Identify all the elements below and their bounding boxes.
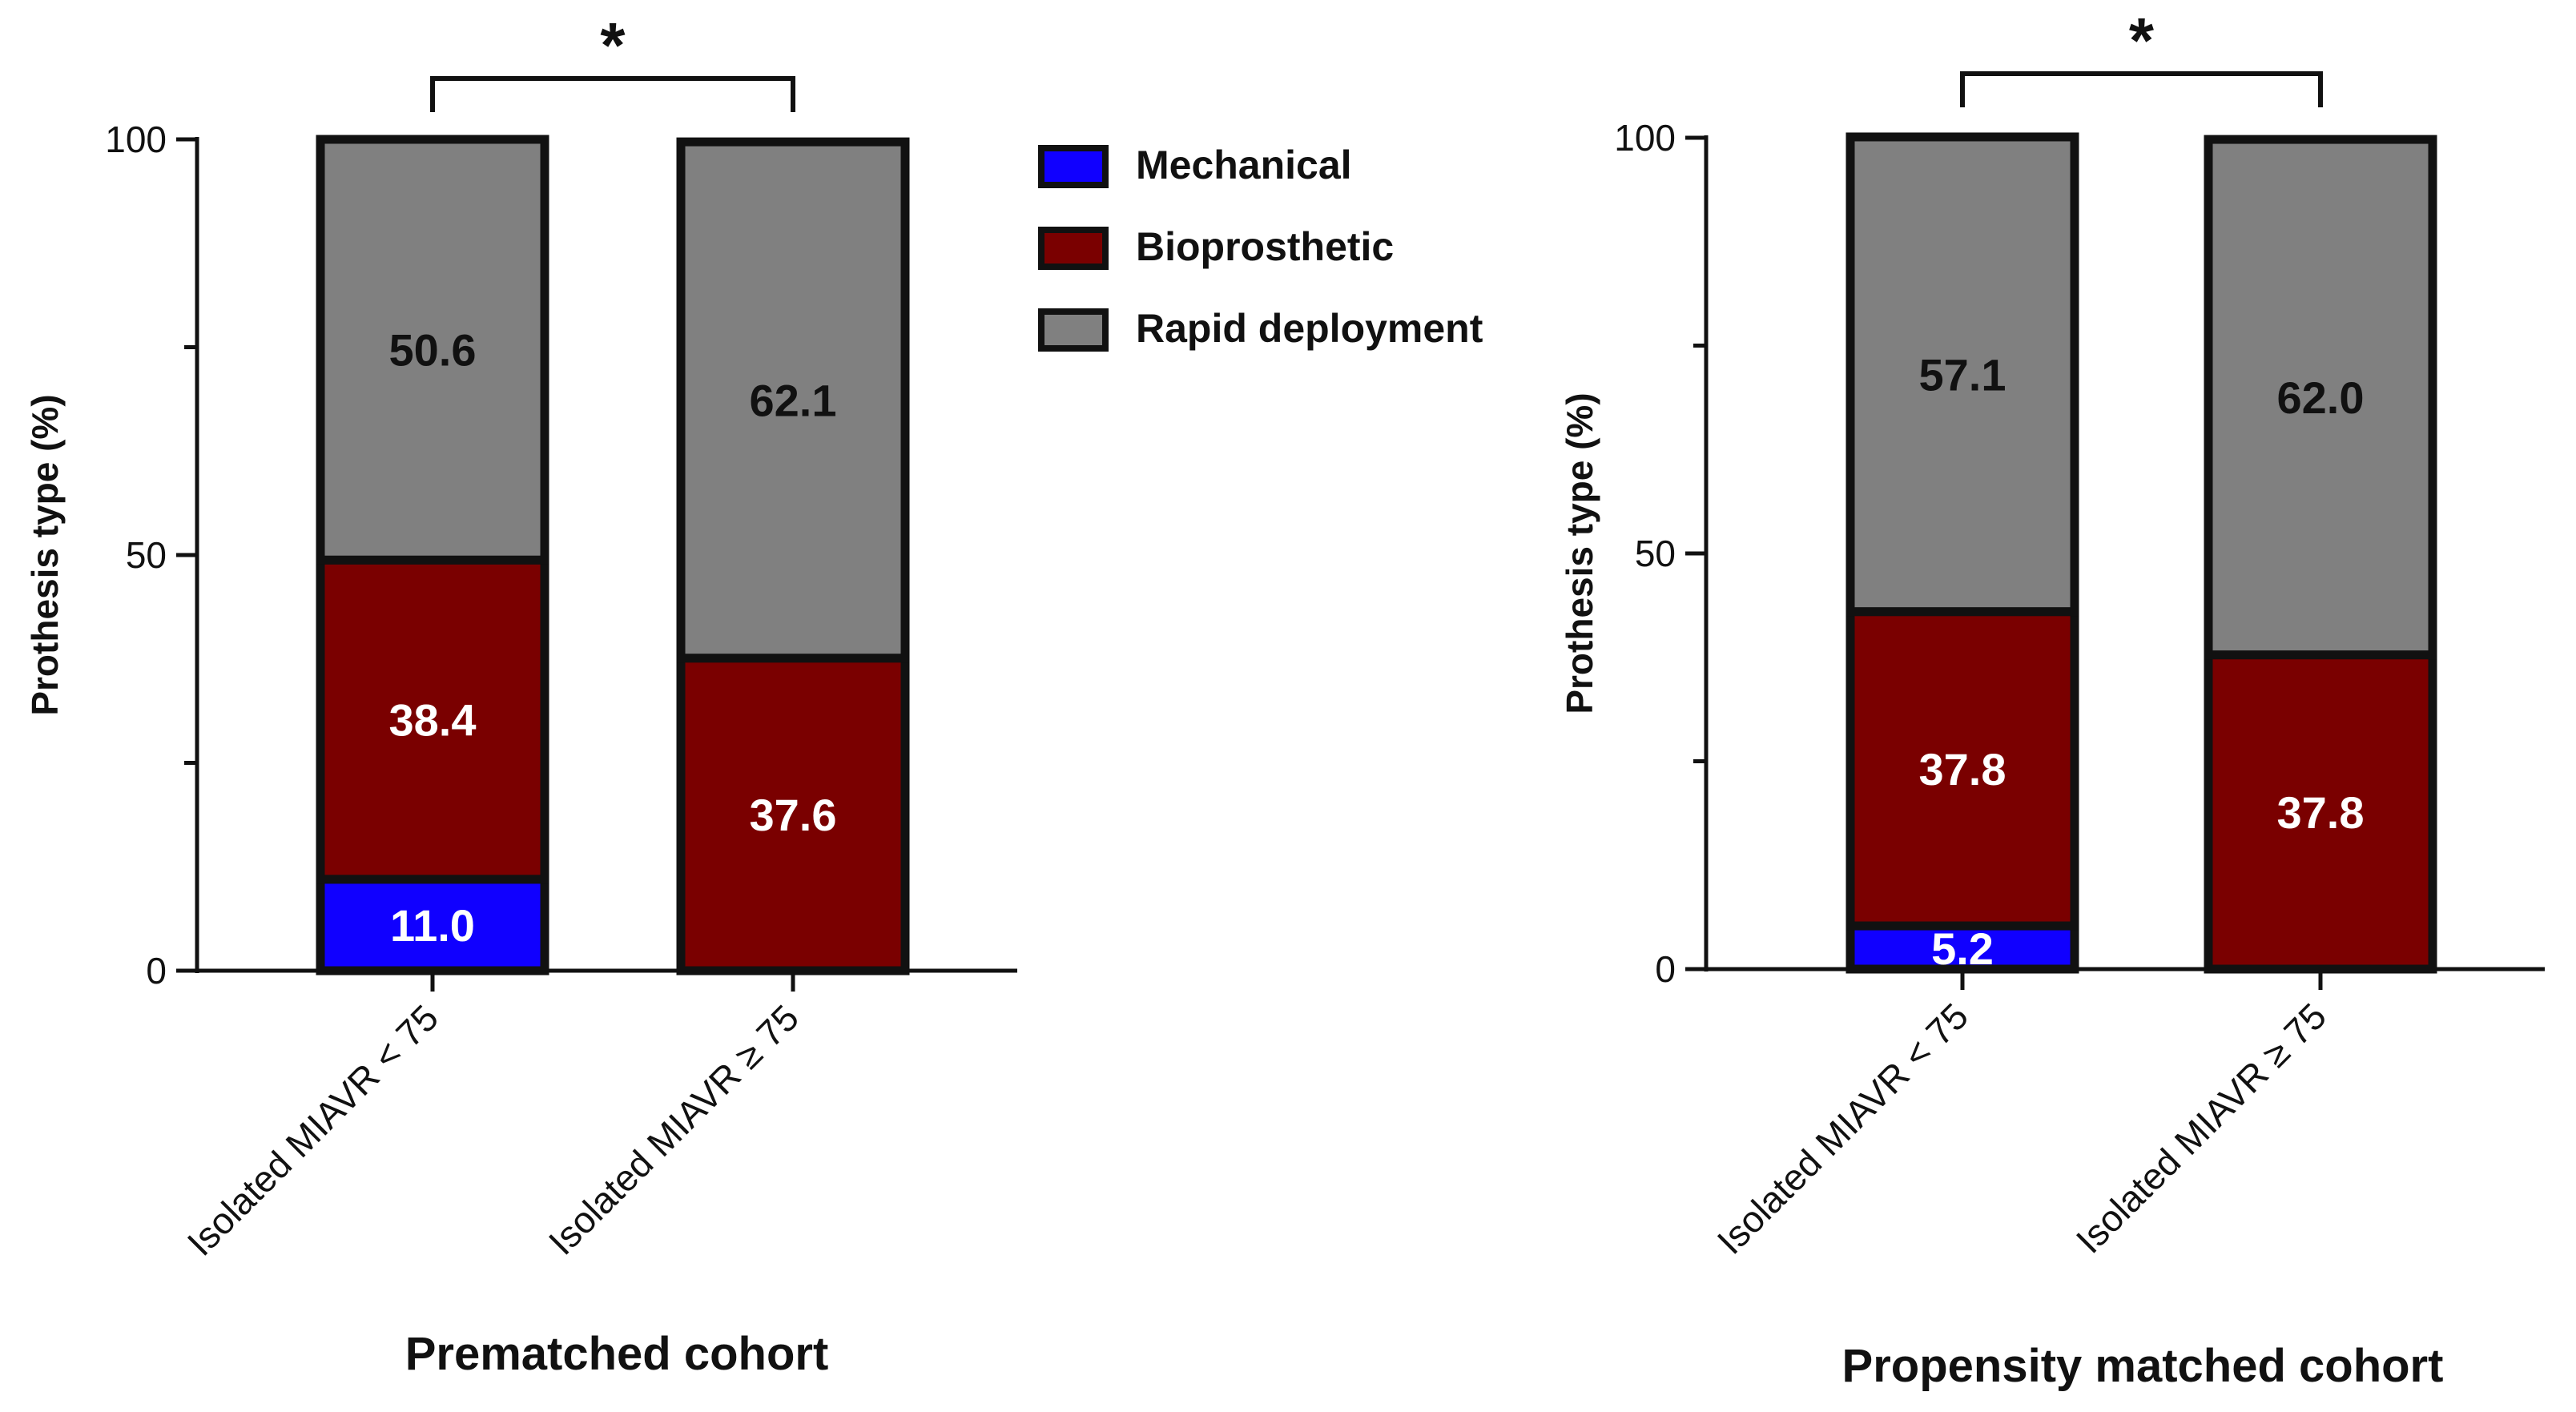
x-tick-label: Isolated MIAVR < 75 <box>179 996 446 1264</box>
bar-segment-rapid-deployment <box>2204 135 2437 660</box>
legend-swatch-bioprosthetic <box>1038 227 1109 270</box>
y-tick-label: 100 <box>105 119 167 160</box>
bar-segment-rapid-deployment <box>676 137 910 663</box>
bar-segment-bioprosthetic <box>316 555 549 884</box>
x-tick-label: Isolated MIAVR < 75 <box>1709 995 1976 1262</box>
bar-data-label: 62.0 <box>2277 372 2365 423</box>
legend-label-bioprosthetic: Bioprosthetic <box>1136 224 1394 269</box>
y-tick-label: 0 <box>1655 948 1676 990</box>
x-tick-label: Isolated MIAVR ≥ 75 <box>541 996 807 1262</box>
bar-data-label: 50.6 <box>389 325 477 376</box>
significance-bracket <box>430 76 795 112</box>
legend: Mechanical Bioprosthetic Rapid deployment <box>1038 143 1483 352</box>
y-tick-label: 100 <box>1614 117 1676 159</box>
y-axis-label: Prothesis type (%) <box>24 394 66 715</box>
bar-segment-mechanical <box>1845 921 2079 974</box>
significance-marker: * <box>600 10 626 81</box>
y-tick-label: 50 <box>1635 533 1676 574</box>
y-axis-label: Prothesis type (%) <box>1559 392 1600 714</box>
x-tick-label: Isolated MIAVR ≥ 75 <box>2068 995 2334 1261</box>
bar-data-label: 5.2 <box>1931 923 1994 974</box>
bar-data-label: 57.1 <box>1919 349 2006 400</box>
bar-data-label: 37.6 <box>750 790 837 840</box>
x-axis-label: Prematched cohort <box>405 1328 829 1380</box>
bar-data-label: 11.0 <box>390 900 475 951</box>
bar-data-label: 37.8 <box>1919 744 2006 795</box>
y-tick-label: 0 <box>146 950 167 992</box>
bar-data-label: 37.8 <box>2277 787 2365 838</box>
x-axis-label: Propensity matched cohort <box>1842 1340 2444 1392</box>
bar-data-label: 38.4 <box>389 695 477 746</box>
chart-prematched: 0 50 100 Prothesis type (%) 11.0 38.4 50.6 Isol… <box>24 10 1017 1380</box>
bar-segment-rapid-deployment <box>316 135 549 565</box>
bar-segment-rapid-deployment <box>1845 132 2079 617</box>
legend-swatch-mechanical <box>1038 145 1109 188</box>
bar-data-label: 62.1 <box>750 375 837 425</box>
significance-marker: * <box>2129 5 2155 76</box>
legend-swatch-rapid-deployment <box>1038 308 1109 352</box>
legend-label-mechanical: Mechanical <box>1136 143 1352 187</box>
legend-label-rapid-deployment: Rapid deployment <box>1136 306 1483 351</box>
y-tick-label: 50 <box>126 534 167 576</box>
chart-propensity-matched: 0 50 100 Prothesis type (%) 5.2 37.8 57.1 Isola… <box>1559 5 2545 1392</box>
significance-bracket <box>1960 71 2323 107</box>
